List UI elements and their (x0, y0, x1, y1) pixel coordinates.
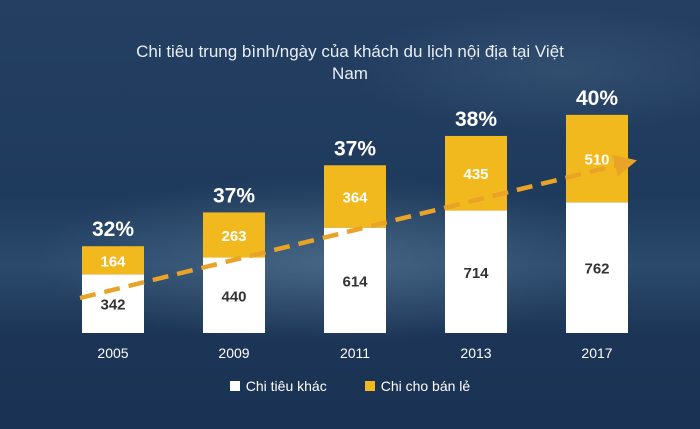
label-retail-2013: 435 (463, 166, 488, 183)
legend-swatch-retail (364, 381, 375, 391)
bar-other-2011 (324, 227, 386, 333)
x-tick-2009: 2009 (218, 345, 249, 361)
x-tick-2011: 2011 (340, 345, 370, 361)
share-label-2017: 40% (576, 87, 618, 110)
bar-other-2017 (566, 202, 628, 333)
bar-retail-2005 (82, 246, 144, 275)
x-tick-2017: 2017 (581, 345, 612, 361)
share-label-2005: 32% (92, 218, 134, 241)
bar-retail-2011 (324, 165, 386, 228)
x-tick-2013: 2013 (460, 345, 491, 361)
chart-title-line-2: Nam (332, 64, 368, 83)
label-other-2011: 614 (342, 273, 368, 290)
label-other-2017: 762 (584, 261, 609, 278)
legend-item-other: Chi tiêu khác (229, 378, 327, 394)
share-label-2011: 37% (334, 137, 376, 160)
legend: Chi tiêu khác Chi cho bán lẻ (0, 378, 700, 394)
x-tick-2005: 2005 (97, 345, 128, 361)
label-other-2013: 714 (463, 265, 489, 282)
label-retail-2005: 164 (100, 253, 126, 270)
label-retail-2009: 263 (221, 228, 246, 245)
bar-other-2013 (445, 210, 507, 333)
bar-other-2009 (203, 257, 265, 333)
legend-label-other: Chi tiêu khác (245, 378, 327, 394)
label-retail-2011: 364 (342, 189, 368, 206)
share-label-2009: 37% (213, 184, 255, 207)
trend-arrow (79, 154, 637, 301)
label-retail-2017: 510 (584, 152, 609, 169)
legend-label-retail: Chi cho bán lẻ (380, 378, 471, 394)
chart-title-line-1: Chi tiêu trung bình/ngày của khách du lị… (136, 42, 564, 61)
share-label-2013: 38% (455, 108, 497, 131)
bar-retail-2009 (203, 212, 265, 258)
label-other-2005: 342 (100, 297, 125, 314)
legend-swatch-other (229, 381, 240, 391)
legend-item-retail: Chi cho bán lẻ (364, 378, 471, 394)
label-other-2009: 440 (221, 288, 246, 305)
